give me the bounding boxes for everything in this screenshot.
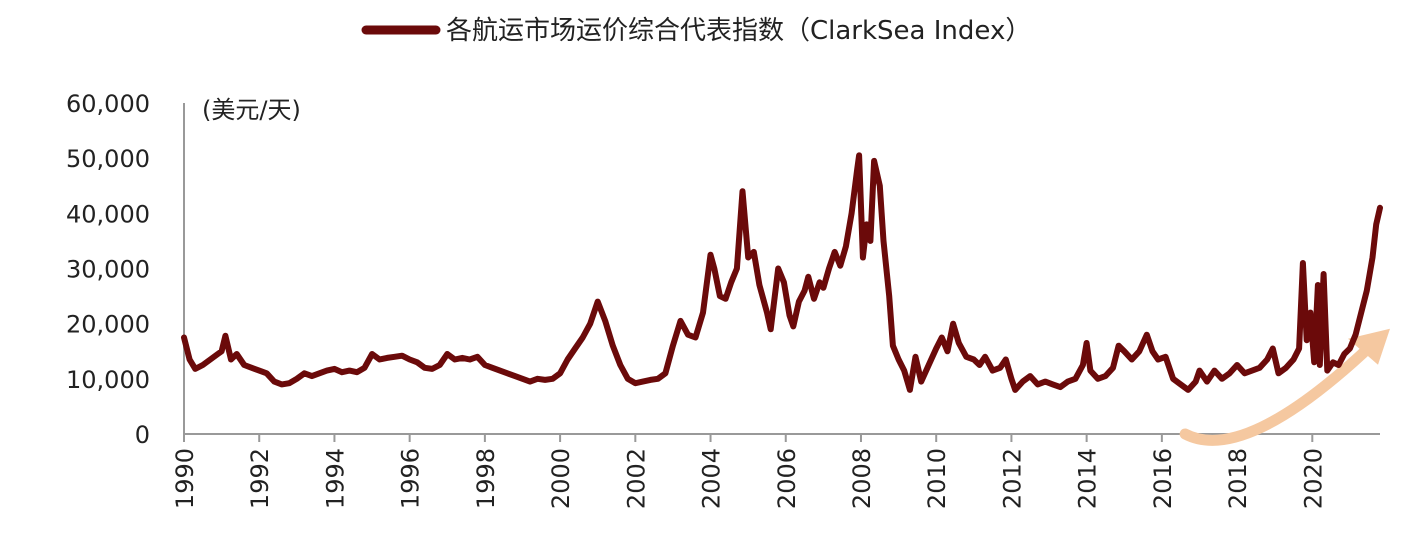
y-tick-label: 10,000 (66, 366, 150, 394)
x-axis-ticks: 1990 1992 1994 1996 1998 2000 2002 2004 2006 2008… (171, 434, 1327, 509)
x-tick-label: 2014 (1074, 448, 1102, 509)
legend: 各航运市场运价综合代表指数（ClarkSea Index） (361, 16, 1031, 46)
legend-label: 各航运市场运价综合代表指数（ClarkSea Index） (446, 16, 1031, 46)
x-tick-label: 2002 (622, 448, 650, 509)
y-tick-label: 60,000 (66, 90, 150, 118)
x-tick-label: 2006 (773, 448, 801, 509)
y-tick-label: 40,000 (66, 200, 150, 228)
series-line-clarksea-index (181, 152, 1383, 393)
y-tick-label: 50,000 (66, 145, 150, 173)
x-tick-label: 1998 (472, 448, 500, 509)
y-axis-unit-label: (美元/天) (202, 96, 301, 124)
x-tick-label: 2004 (698, 448, 726, 509)
x-tick-label: 2016 (1149, 448, 1177, 509)
x-tick-label: 1990 (171, 448, 199, 509)
trend-arrowhead (1348, 328, 1390, 365)
x-tick-label: 2020 (1299, 448, 1327, 509)
x-tick-label: 2010 (923, 448, 951, 509)
y-tick-label: 20,000 (66, 311, 150, 339)
x-tick-label: 1996 (397, 448, 425, 509)
x-tick-label: 1994 (321, 448, 349, 509)
x-tick-label: 2012 (998, 448, 1026, 509)
x-tick-label: 2000 (547, 448, 575, 509)
x-tick-label: 2018 (1224, 448, 1252, 509)
x-tick-label: 1992 (246, 448, 274, 509)
trend-arrow-annotation (1179, 339, 1378, 446)
y-axis-ticks: 0 10,000 20,000 30,000 40,000 50,000 60,000 (66, 90, 150, 449)
y-tick-label: 0 (135, 421, 150, 449)
y-tick-label: 30,000 (66, 256, 150, 284)
x-tick-label: 2008 (848, 448, 876, 509)
